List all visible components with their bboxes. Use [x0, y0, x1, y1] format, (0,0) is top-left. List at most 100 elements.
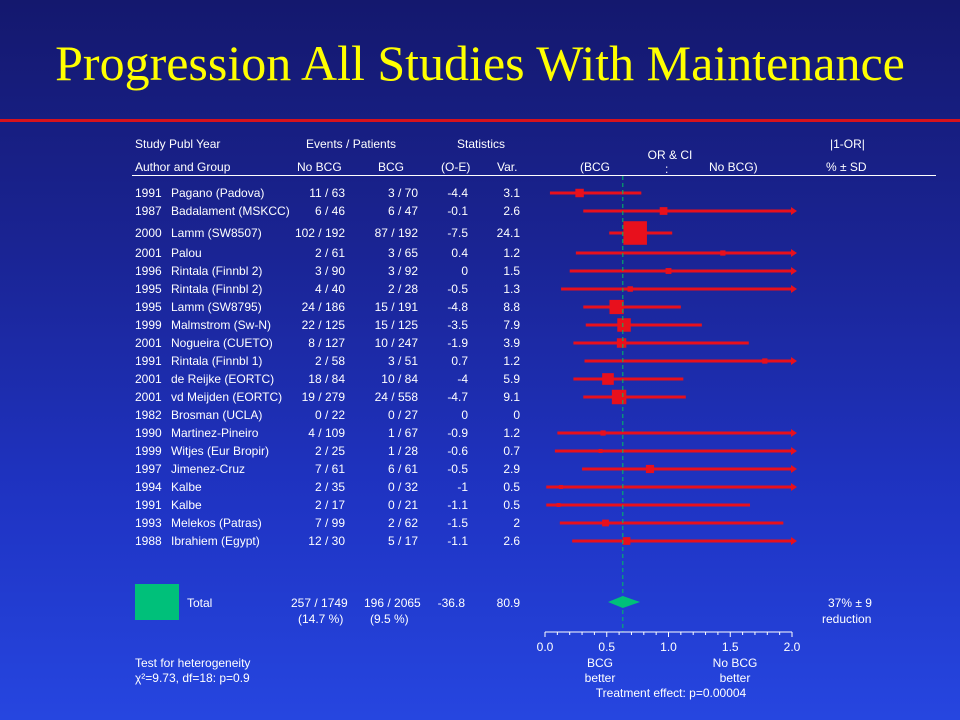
- x-tick-label: 1.0: [660, 640, 677, 654]
- study-marker: [611, 389, 627, 405]
- row-oe: -4.7: [447, 390, 468, 404]
- total-bcg: 196 / 2065: [364, 596, 421, 610]
- x-tick-label: 1.5: [722, 640, 739, 654]
- heterogeneity-label: Test for heterogeneity: [135, 656, 251, 670]
- row-year: 1997: [135, 462, 162, 476]
- row-author: Palou: [171, 246, 202, 260]
- study-marker: [627, 286, 633, 292]
- header-or-ci: OR & CI: [647, 148, 693, 162]
- row-year: 2001: [135, 336, 162, 350]
- row-var: 2: [513, 516, 520, 530]
- row-year: 2000: [135, 226, 162, 240]
- row-var: 3.9: [503, 336, 520, 350]
- row-author: Martinez-Pineiro: [171, 426, 259, 440]
- row-no-bcg: 2 / 17: [314, 498, 345, 512]
- study-marker: [559, 485, 564, 489]
- ci-arrow: [791, 267, 797, 275]
- row-oe: -0.1: [447, 204, 468, 218]
- row-year: 1991: [135, 186, 162, 200]
- study-marker: [575, 188, 584, 198]
- row-bcg: 6 / 61: [387, 462, 418, 476]
- header-statistics: Statistics: [457, 137, 506, 151]
- bcg-better-label: BCG: [586, 656, 613, 670]
- row-year: 1987: [135, 204, 162, 218]
- ci-arrow: [791, 447, 797, 455]
- ci-arrow: [791, 207, 797, 215]
- pooled-diamond: [607, 596, 641, 608]
- row-oe: 0.4: [451, 246, 468, 260]
- row-bcg: 87 / 192: [374, 226, 418, 240]
- row-author: Nogueira (CUETO): [171, 336, 273, 350]
- row-var: 1.3: [503, 282, 520, 296]
- row-oe: -0.5: [447, 282, 468, 296]
- slide-title: Progression All Studies With Maintenance: [55, 35, 905, 91]
- row-no-bcg: 24 / 186: [301, 300, 345, 314]
- row-author: Malmstrom (Sw-N): [171, 318, 271, 332]
- row-oe: -4.4: [447, 186, 468, 200]
- row-bcg: 24 / 558: [374, 390, 418, 404]
- ci-arrow: [791, 465, 797, 473]
- row-bcg: 0 / 27: [387, 408, 418, 422]
- row-var: 2.6: [503, 534, 520, 548]
- row-var: 0.5: [503, 498, 520, 512]
- row-bcg: 10 / 84: [381, 372, 418, 386]
- row-var: 7.9: [503, 318, 520, 332]
- row-author: vd Meijden (EORTC): [171, 390, 283, 404]
- row-year: 1982: [135, 408, 162, 422]
- ci-arrow: [791, 429, 797, 437]
- row-year: 1995: [135, 300, 162, 314]
- row-oe: 0.7: [451, 354, 468, 368]
- row-var: 2.9: [503, 462, 520, 476]
- row-bcg: 2 / 62: [387, 516, 418, 530]
- total-no-bcg-pct: (14.7 %): [298, 612, 344, 626]
- row-author: Jimenez-Cruz: [171, 462, 246, 476]
- row-var: 9.1: [503, 390, 520, 404]
- study-marker: [623, 221, 647, 245]
- total-var: 80.9: [496, 596, 520, 610]
- row-no-bcg: 4 / 40: [314, 282, 345, 296]
- title-divider: [0, 119, 960, 122]
- row-author: Badalament (MSKCC): [171, 204, 290, 218]
- total-legend-box: [135, 584, 179, 620]
- row-no-bcg: 19 / 279: [301, 390, 345, 404]
- study-marker: [720, 250, 726, 256]
- row-author: de Reijke (EORTC): [171, 372, 275, 386]
- study-marker: [598, 448, 603, 454]
- row-var: 2.6: [503, 204, 520, 218]
- row-year: 1999: [135, 444, 162, 458]
- row-var: 5.9: [503, 372, 520, 386]
- header-author: Author and Group: [135, 160, 231, 174]
- row-bcg: 2 / 28: [387, 282, 418, 296]
- header-colon: :: [665, 162, 669, 176]
- row-year: 1988: [135, 534, 162, 548]
- study-marker: [665, 268, 672, 274]
- row-bcg: 3 / 65: [387, 246, 418, 260]
- row-year: 1994: [135, 480, 162, 494]
- row-year: 1999: [135, 318, 162, 332]
- study-marker: [622, 537, 631, 545]
- row-no-bcg: 0 / 22: [314, 408, 345, 422]
- row-author: Melekos (Patras): [171, 516, 262, 530]
- row-author: Rintala (Finnbl 2): [171, 282, 263, 296]
- total-reduction-label: reduction: [822, 612, 872, 626]
- row-oe: -7.5: [447, 226, 468, 240]
- row-bcg: 15 / 191: [374, 300, 418, 314]
- total-reduction: 37% ± 9: [828, 596, 872, 610]
- study-marker: [659, 207, 668, 215]
- heterogeneity-stat: χ²=9.73, df=18: p=0.9: [135, 671, 250, 685]
- row-oe: -1: [457, 480, 468, 494]
- study-marker: [602, 519, 609, 527]
- row-oe: 0: [461, 264, 468, 278]
- row-no-bcg: 2 / 58: [314, 354, 345, 368]
- row-author: Lamm (SW8507): [171, 226, 262, 240]
- row-oe: -3.5: [447, 318, 468, 332]
- row-year: 1995: [135, 282, 162, 296]
- row-bcg: 15 / 125: [374, 318, 418, 332]
- row-oe: -1.1: [447, 534, 468, 548]
- row-oe: -1.9: [447, 336, 468, 350]
- bcg-better-label-2: better: [584, 671, 616, 685]
- row-year: 2001: [135, 390, 162, 404]
- x-tick-label: 0.0: [537, 640, 554, 654]
- study-marker: [762, 358, 768, 364]
- total-label: Total: [187, 596, 213, 610]
